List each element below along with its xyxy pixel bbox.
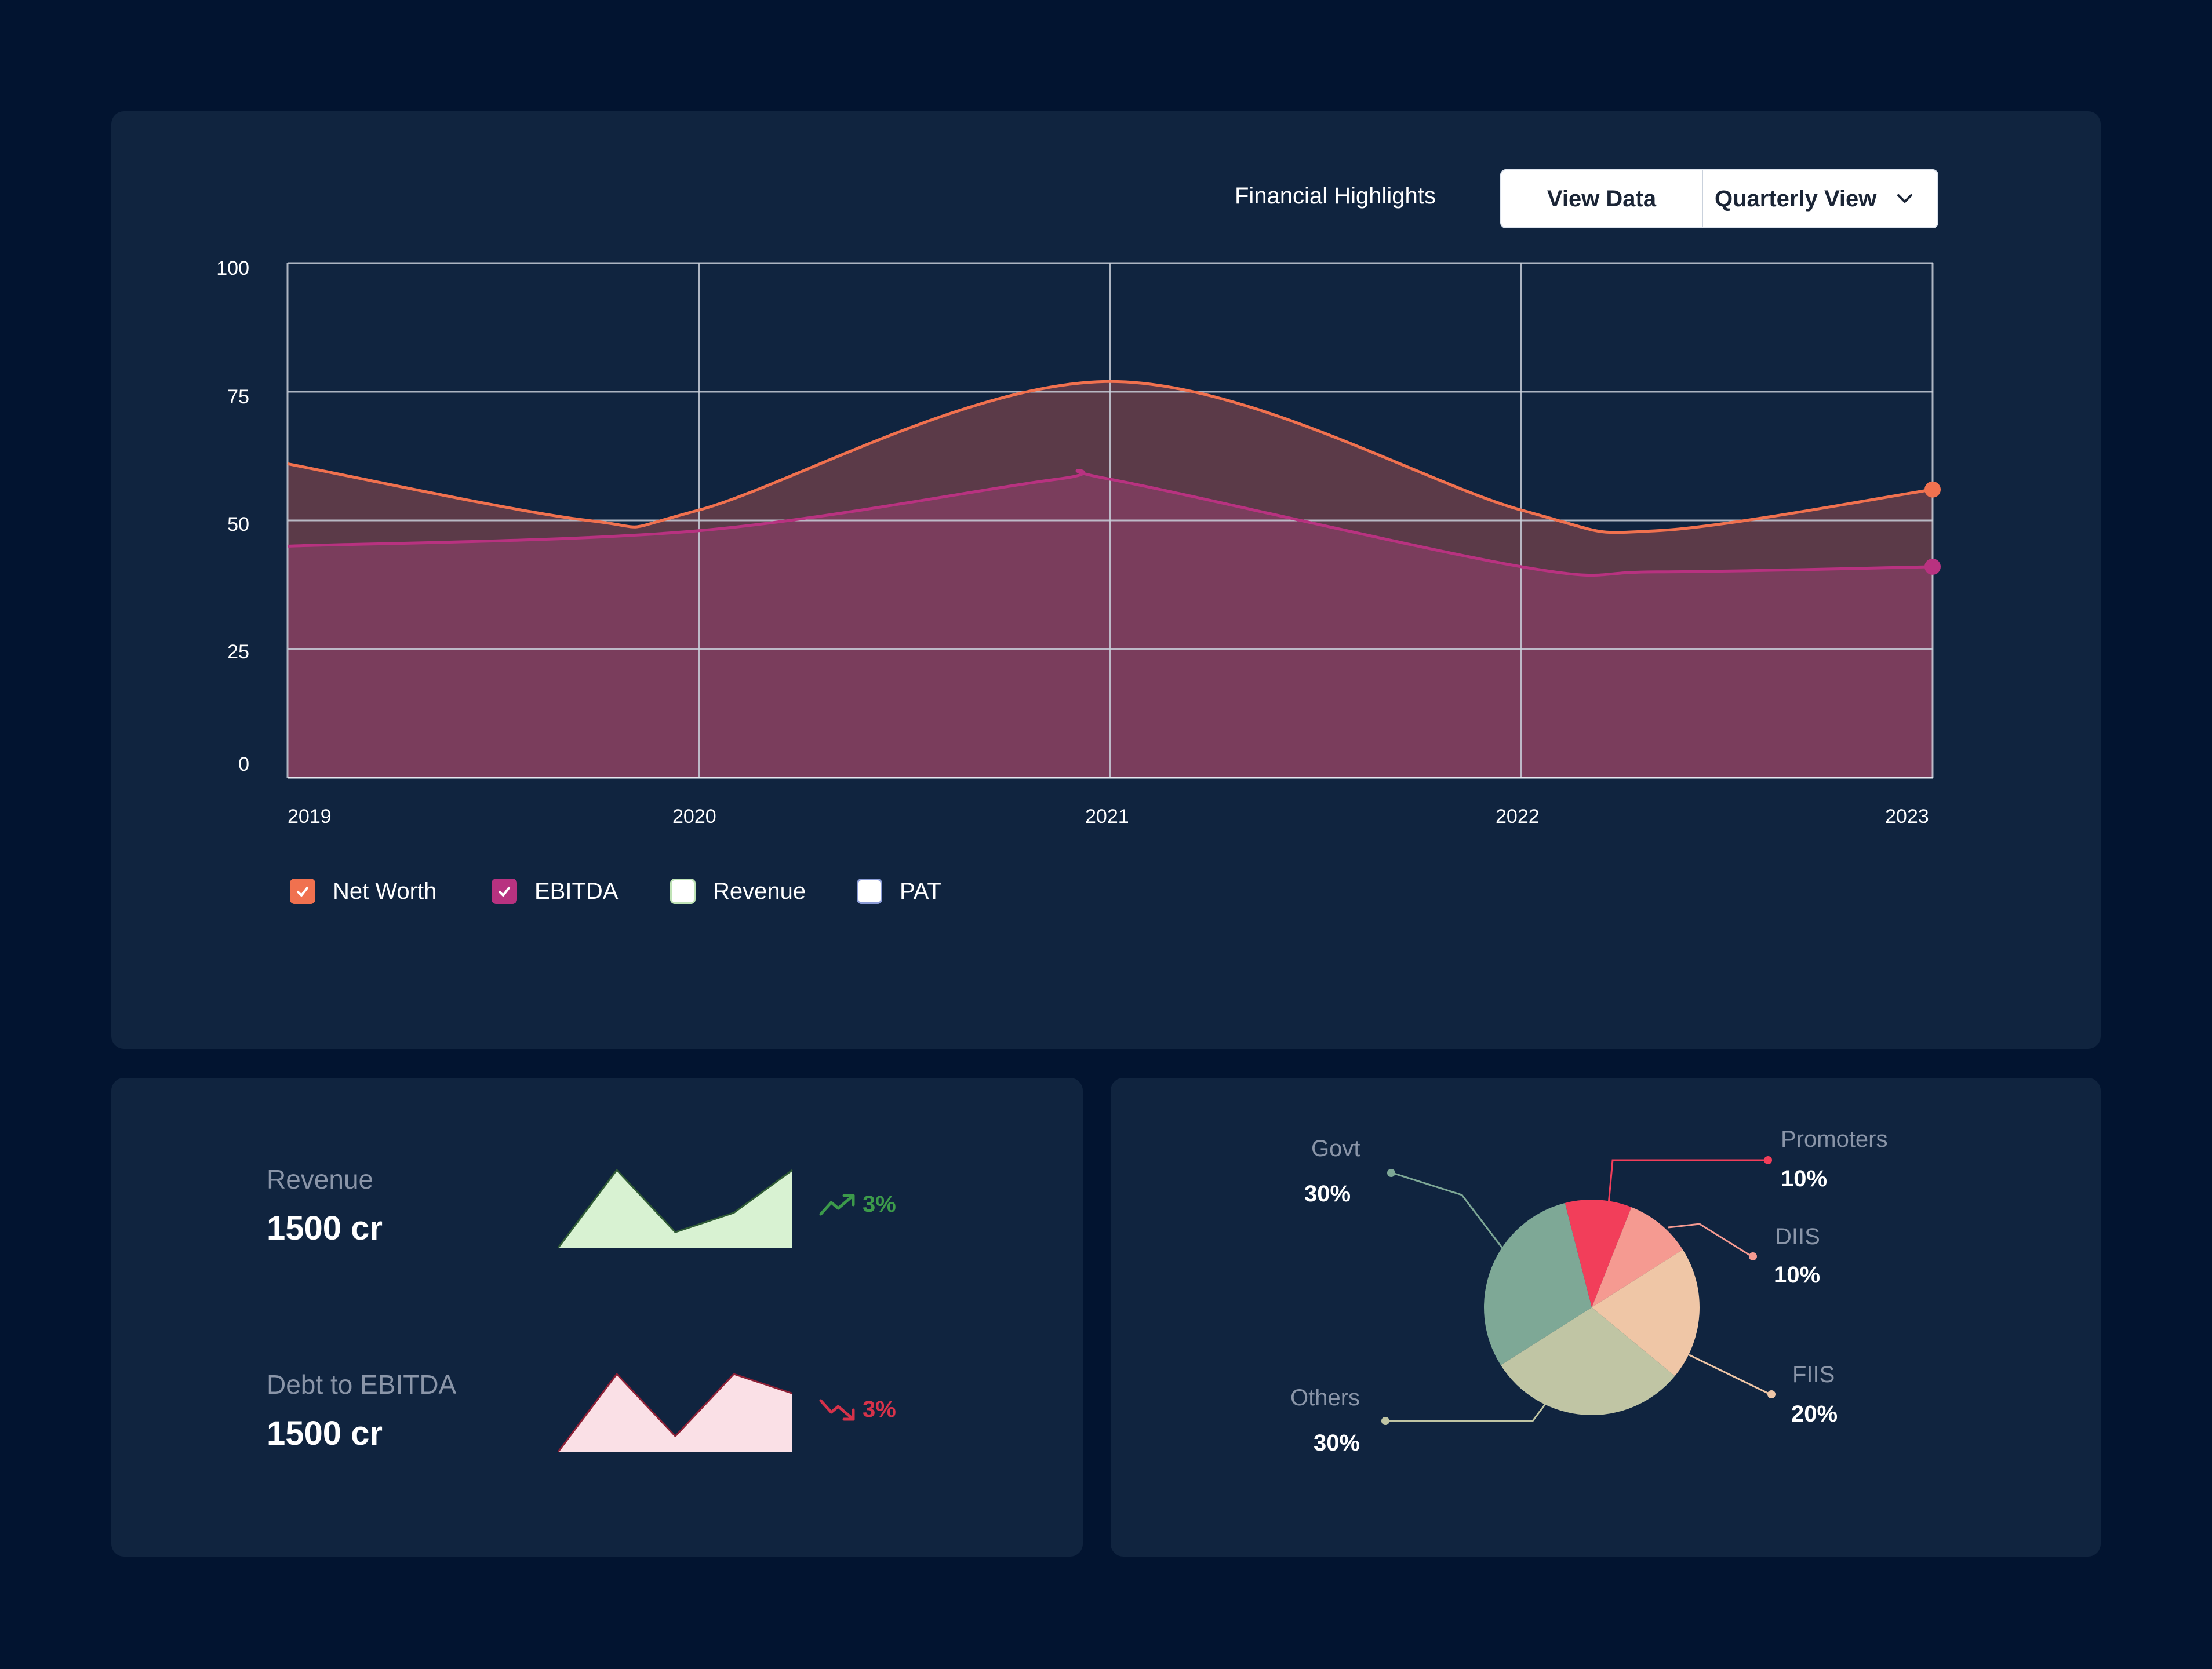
quarterly-view-select[interactable]: Quarterly View — [1703, 170, 1937, 227]
debt-to-ebitda-sparkline — [557, 1373, 793, 1452]
legend-label: Net Worth — [333, 878, 437, 904]
chart-title: Financial Highlights — [1235, 183, 1436, 209]
series-line — [287, 469, 1933, 577]
pie-label-diis: DIIS — [1775, 1224, 1820, 1249]
quarterly-view-value: Quarterly View — [1715, 185, 1877, 212]
y-tick-label: 50 — [227, 513, 249, 535]
sparkline-fill — [558, 1170, 792, 1248]
pie-slice-others[interactable] — [1500, 1307, 1675, 1415]
checkbox-checked-icon[interactable] — [492, 879, 517, 904]
area-chart — [286, 262, 1941, 779]
revenue-sparkline — [557, 1169, 793, 1248]
leader-dot-diis — [1749, 1252, 1757, 1260]
leader-dot-fiis — [1767, 1390, 1776, 1398]
leader-dot-others — [1381, 1417, 1389, 1425]
view-data-button[interactable]: View Data — [1501, 170, 1703, 227]
legend-item-net-worth[interactable]: Net Worth — [290, 875, 436, 908]
leader-line-govt — [1392, 1172, 1504, 1249]
pie-pct-govt: 30% — [1304, 1181, 1351, 1207]
y-tick-label: 100 — [216, 257, 249, 279]
legend-item-revenue[interactable]: Revenue — [670, 875, 806, 908]
pie-pct-diis: 10% — [1774, 1262, 1821, 1288]
legend-item-pat[interactable]: PAT — [857, 875, 941, 908]
kpi-label-debt-to-ebitda: Debt to EBITDA — [267, 1369, 457, 1400]
pie-label-others: Others — [1290, 1385, 1360, 1411]
kpi-card — [111, 1078, 1083, 1557]
sparkline-fill — [558, 1374, 792, 1452]
chart-controls: View Data Quarterly View — [1500, 169, 1938, 228]
kpi-label-revenue: Revenue — [267, 1164, 374, 1194]
revenue-change: 3% — [863, 1191, 896, 1217]
trending-down-icon — [819, 1399, 855, 1420]
pie-label-fiis: FIIS — [1792, 1362, 1835, 1387]
pie-slice-promoters[interactable] — [1565, 1200, 1632, 1307]
series-end-marker[interactable] — [1924, 481, 1941, 498]
x-tick-label: 2020 — [672, 806, 716, 828]
leader-line-fiis — [1689, 1354, 1771, 1395]
pie-label-govt: Govt — [1311, 1136, 1360, 1161]
shareholding-pie-chart — [1381, 1156, 1776, 1425]
pie-slice-fiis[interactable] — [1592, 1249, 1700, 1376]
leader-line-diis — [1668, 1223, 1752, 1258]
chevron-down-icon — [1897, 194, 1913, 203]
series-line — [287, 380, 1933, 534]
x-tick-label: 2021 — [1085, 806, 1129, 828]
legend-label: PAT — [900, 878, 941, 904]
pie-pct-others: 30% — [1314, 1430, 1360, 1456]
debt-to-ebitda-change: 3% — [863, 1397, 896, 1422]
leader-dot-promoters — [1764, 1156, 1772, 1164]
checkbox-unchecked-icon[interactable] — [670, 879, 696, 904]
y-tick-label: 25 — [227, 641, 249, 663]
x-tick-label: 2023 — [1885, 806, 1929, 828]
debt-to-ebitda-trend: 3% — [818, 1397, 896, 1423]
kpi-value-debt-to-ebitda: 1500 cr — [267, 1415, 383, 1452]
leader-line-others — [1387, 1402, 1548, 1422]
x-tick-label: 2022 — [1496, 806, 1540, 828]
series-end-marker[interactable] — [1924, 558, 1941, 575]
kpi-value-revenue: 1500 cr — [267, 1209, 383, 1247]
checkbox-unchecked-icon[interactable] — [857, 879, 882, 904]
sparkline-line — [557, 1169, 793, 1248]
x-tick-label: 2019 — [288, 806, 332, 828]
sparkline-line — [557, 1373, 793, 1452]
checkbox-checked-icon[interactable] — [290, 879, 315, 904]
revenue-trend: 3% — [818, 1191, 896, 1218]
y-tick-label: 0 — [238, 753, 249, 775]
leader-dot-govt — [1387, 1169, 1395, 1177]
legend-label: EBITDA — [534, 878, 619, 904]
y-tick-label: 75 — [227, 386, 249, 408]
trending-up-icon — [819, 1194, 855, 1215]
pie-pct-fiis: 20% — [1791, 1401, 1838, 1427]
pie-label-promoters: Promoters — [1781, 1127, 1888, 1152]
legend-label: Revenue — [713, 878, 806, 904]
leader-line-promoters — [1607, 1159, 1767, 1205]
pie-slice-diis[interactable] — [1592, 1207, 1683, 1307]
legend-item-ebitda[interactable]: EBITDA — [492, 875, 618, 908]
pie-pct-promoters: 10% — [1781, 1166, 1828, 1191]
pie-slice-govt[interactable] — [1484, 1202, 1592, 1365]
